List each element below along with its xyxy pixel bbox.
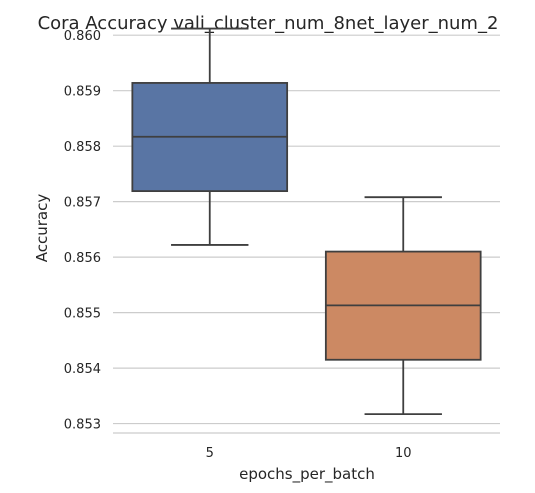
y-tick-label: 0.860 xyxy=(64,29,101,44)
y-tick-label: 0.854 xyxy=(64,362,101,377)
x-tick-label: 10 xyxy=(395,446,412,461)
x-tick-label: 5 xyxy=(206,446,214,461)
box-5 xyxy=(131,27,289,246)
y-tick-label: 0.857 xyxy=(64,196,101,211)
box-series xyxy=(131,27,482,416)
y-tick-label: 0.853 xyxy=(64,418,101,433)
x-axis-label: epochs_per_batch xyxy=(239,465,375,484)
chart-title: Cora Accuracy vali_cluster_num_8net_laye… xyxy=(38,13,499,34)
y-tick-label: 0.855 xyxy=(64,307,101,322)
y-tick-label: 0.859 xyxy=(64,85,101,100)
box-10 xyxy=(324,196,482,416)
y-tick-label: 0.856 xyxy=(64,251,101,266)
y-tick-label: 0.858 xyxy=(64,140,101,155)
y-tick-labels: 0.853 0.854 0.855 0.856 0.857 0.858 0.859 0.860 xyxy=(64,29,101,432)
y-axis-label: Accuracy xyxy=(33,194,51,263)
x-tick-labels: 5 10 xyxy=(206,446,412,461)
